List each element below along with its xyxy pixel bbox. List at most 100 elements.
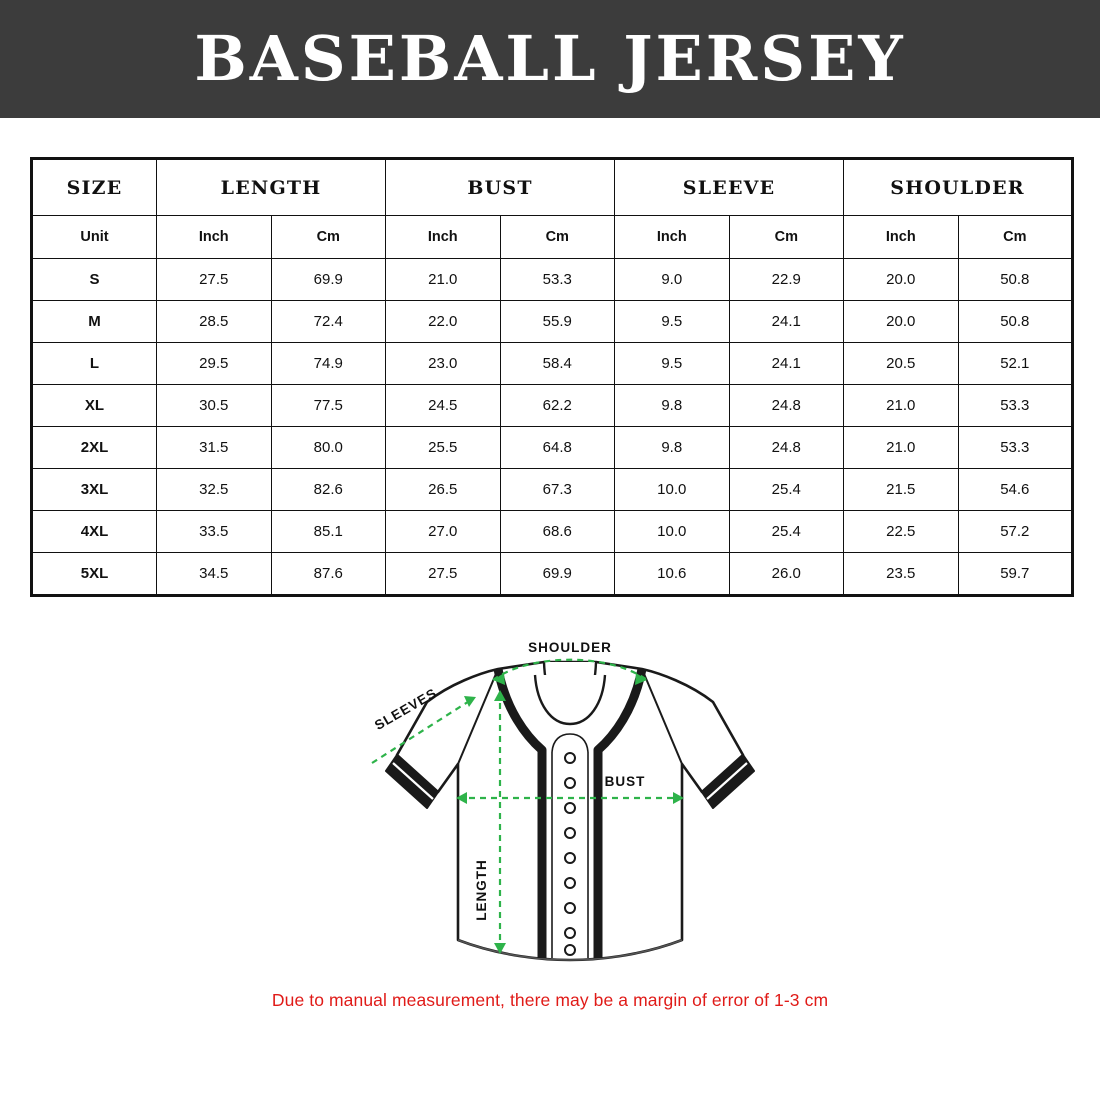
size-label-cell: M [31, 300, 157, 343]
button-8 [564, 927, 576, 939]
jersey-illustration: SHOULDER SLEEVES BUST LENGTH [371, 640, 755, 962]
measurement-cell: 25.4 [728, 468, 845, 511]
button-1 [564, 752, 576, 764]
jersey-right-cuff-stripe [706, 762, 748, 800]
measurement-cell: 77.5 [270, 384, 387, 427]
measurement-cell: 20.5 [843, 342, 959, 385]
measurement-cell: 64.8 [499, 426, 616, 469]
measurement-cell: 9.5 [614, 342, 730, 385]
sleeves-arrow [464, 696, 476, 707]
shoulder-arrow-left [493, 673, 505, 685]
length-arrow-top [494, 690, 506, 701]
table-row: 5XL 34.5 87.6 27.5 69.9 10.6 26.0 23.5 59.7 [31, 552, 1074, 596]
length-arrow-bottom [494, 943, 506, 954]
unit-cell-length-inch: Inch [156, 215, 272, 259]
measurement-cell: 24.1 [728, 342, 845, 385]
measurement-cell: 34.5 [156, 552, 272, 596]
measurement-cell: 9.8 [614, 384, 730, 427]
unit-cell-sleeve-inch: Inch [614, 215, 730, 259]
measurement-cell: 31.5 [156, 426, 272, 469]
jersey-placket-neck-curve [551, 733, 589, 753]
measurement-cell: 10.0 [614, 468, 730, 511]
measurement-cell: 27.0 [385, 510, 501, 553]
button-6 [564, 877, 576, 889]
jersey-buttons [564, 752, 576, 956]
button-5 [564, 852, 576, 864]
size-label-cell: 4XL [31, 510, 157, 553]
measurement-cell: 85.1 [270, 510, 387, 553]
table-body: S 27.5 69.9 21.0 53.3 9.0 22.9 20.0 50.8 M 28.5 72.… [31, 258, 1074, 596]
measurement-cell: 26.0 [728, 552, 845, 596]
measurement-cell: 24.1 [728, 300, 845, 343]
measurement-cell: 52.1 [957, 342, 1074, 385]
jersey-hem-line [457, 939, 683, 961]
size-label-cell: 3XL [31, 468, 157, 511]
measurement-cell: 25.4 [728, 510, 845, 553]
measurement-cell: 29.5 [156, 342, 272, 385]
measurement-cell: 21.5 [843, 468, 959, 511]
measurement-cell: 24.8 [728, 384, 845, 427]
measurement-cell: 25.5 [385, 426, 501, 469]
unit-cell-shoulder-cm: Cm [957, 215, 1074, 259]
measurement-cell: 27.5 [156, 258, 272, 301]
column-group-bust: BUST [385, 158, 616, 216]
sleeves-guide-line [371, 697, 475, 764]
shoulder-label: SHOULDER [528, 640, 612, 655]
table-row: S 27.5 69.9 21.0 53.3 9.0 22.9 20.0 50.8 [31, 258, 1074, 301]
bust-arrow-left [456, 792, 467, 804]
measurement-cell: 57.2 [957, 510, 1074, 553]
column-group-shoulder: SHOULDER [843, 158, 1074, 216]
measurement-cell: 10.6 [614, 552, 730, 596]
measurement-cell: 53.3 [499, 258, 616, 301]
jersey-left-cuff-stripe [392, 762, 434, 800]
size-chart-table: SIZE LENGTH BUST SLEEVE SHOULDER Unit In… [30, 157, 1075, 597]
unit-cell-bust-inch: Inch [385, 215, 501, 259]
measurement-disclaimer: Due to manual measurement, there may be … [271, 990, 829, 1010]
measurement-cell: 32.5 [156, 468, 272, 511]
unit-cell-length-cm: Cm [270, 215, 387, 259]
measurement-cell: 82.6 [270, 468, 387, 511]
measurement-cell: 20.0 [843, 258, 959, 301]
column-group-length: LENGTH [155, 158, 387, 216]
button-7 [564, 902, 576, 914]
measurement-cell: 10.0 [614, 510, 730, 553]
length-label: LENGTH [474, 859, 489, 921]
measurement-cell: 28.5 [156, 300, 272, 343]
shoulder-guide-line [492, 658, 648, 681]
measurement-cell: 20.0 [843, 300, 959, 343]
table-row: M 28.5 72.4 22.0 55.9 9.5 24.1 20.0 50.8 [31, 300, 1074, 343]
column-group-sleeve: SLEEVE [614, 158, 845, 216]
measurement-cell: 68.6 [499, 510, 616, 553]
bust-label: BUST [605, 774, 646, 789]
measurement-cell: 22.9 [728, 258, 845, 301]
measurement-cell: 69.9 [270, 258, 387, 301]
measurement-cell: 55.9 [499, 300, 616, 343]
table-row: XL 30.5 77.5 24.5 62.2 9.8 24.8 21.0 53.3 [31, 384, 1074, 427]
jersey-collar-inner [533, 674, 607, 726]
jersey-left-sleeve-seam [457, 668, 499, 765]
measurement-cell: 22.0 [385, 300, 501, 343]
column-group-size: SIZE [31, 158, 157, 216]
button-4 [564, 827, 576, 839]
table-head: SIZE LENGTH BUST SLEEVE SHOULDER Unit In… [31, 158, 1074, 259]
measurement-cell: 74.9 [270, 342, 387, 385]
jersey-right-sleeve-seam [641, 668, 683, 765]
unit-cell-size: Unit [31, 215, 157, 259]
unit-cell-bust-cm: Cm [499, 215, 616, 259]
measurement-cell: 26.5 [385, 468, 501, 511]
measurement-cell: 21.0 [385, 258, 501, 301]
measurement-cell: 33.5 [156, 510, 272, 553]
shoulder-arrow-right [635, 673, 647, 685]
measurement-cell: 53.3 [957, 384, 1074, 427]
size-label-cell: S [31, 258, 157, 301]
measurement-cell: 27.5 [385, 552, 501, 596]
unit-cell-sleeve-cm: Cm [728, 215, 845, 259]
size-label-cell: 5XL [31, 552, 157, 596]
measurement-cell: 53.3 [957, 426, 1074, 469]
unit-cell-shoulder-inch: Inch [843, 215, 959, 259]
button-9 [564, 944, 576, 956]
measurement-cell: 24.8 [728, 426, 845, 469]
measurement-cell: 72.4 [270, 300, 387, 343]
measurement-cell: 24.5 [385, 384, 501, 427]
measurement-cell: 59.7 [957, 552, 1074, 596]
